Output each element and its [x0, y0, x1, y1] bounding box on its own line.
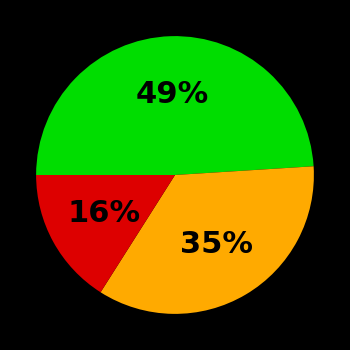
- Text: 49%: 49%: [136, 80, 209, 109]
- Text: 16%: 16%: [68, 199, 141, 228]
- Wedge shape: [100, 166, 314, 314]
- Wedge shape: [36, 36, 314, 175]
- Text: 35%: 35%: [180, 230, 252, 259]
- Wedge shape: [36, 175, 175, 292]
